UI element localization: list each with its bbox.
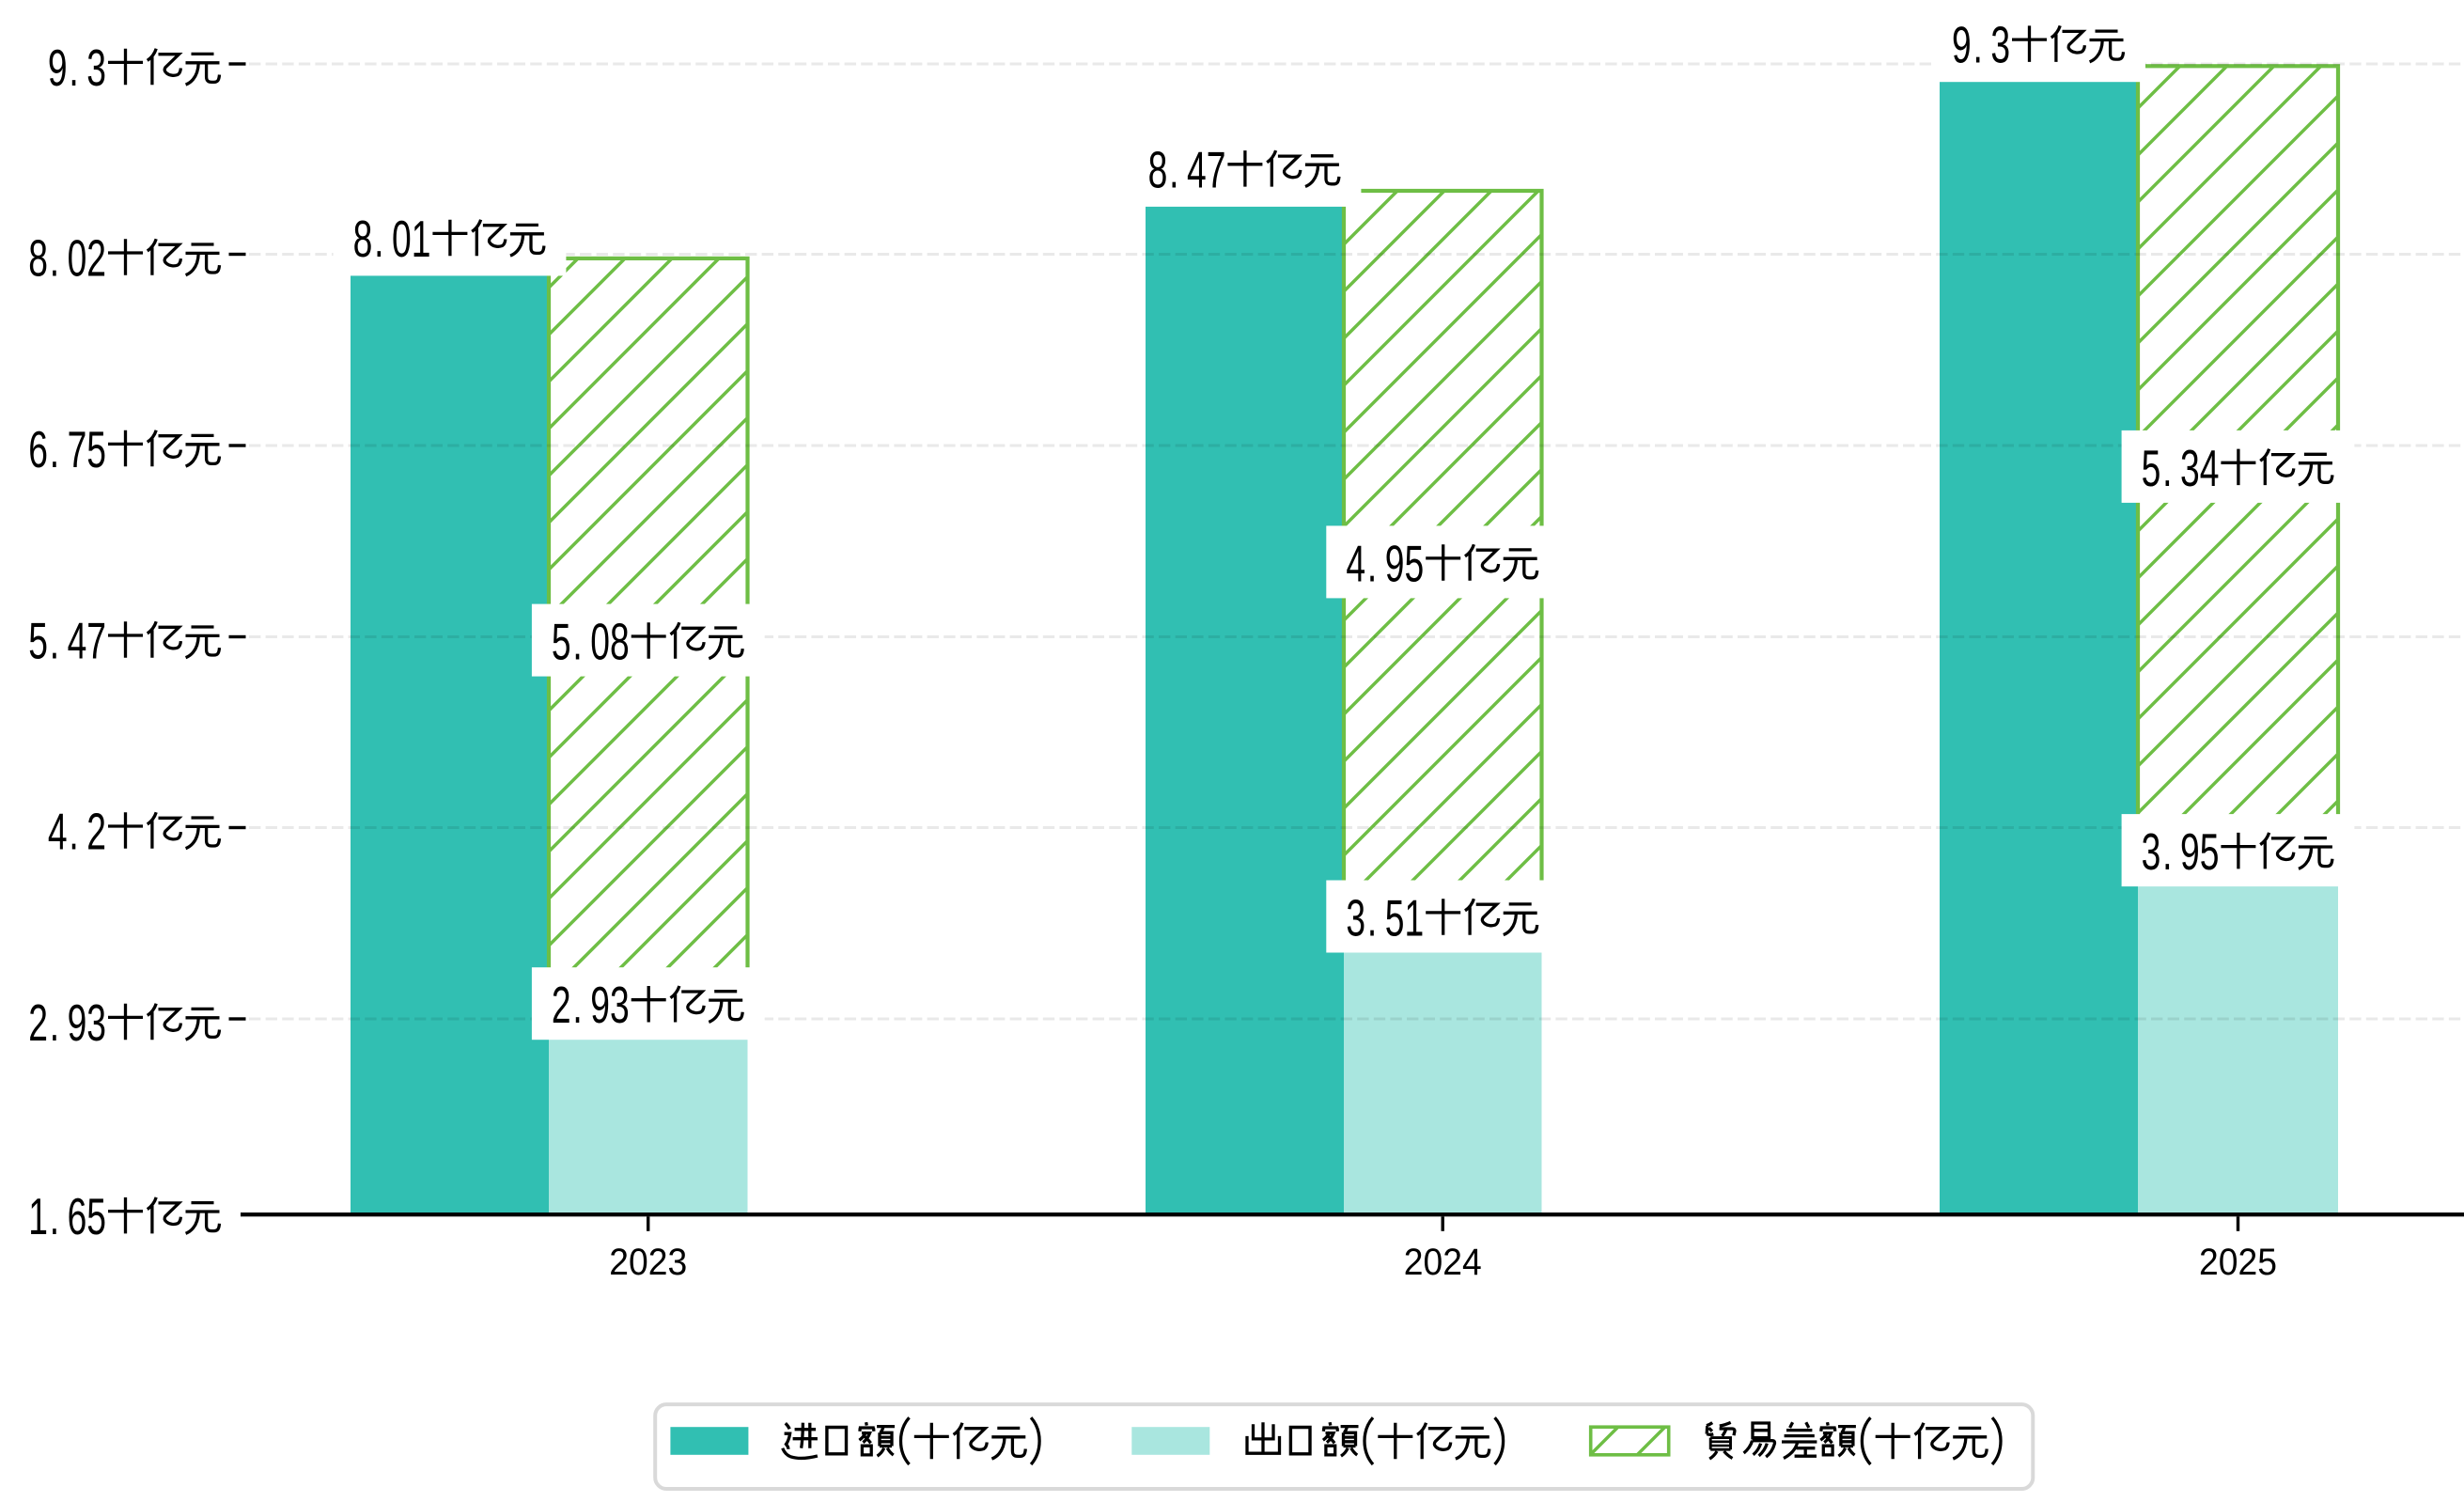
svg-text:0: 0: [590, 612, 610, 670]
svg-text:6: 6: [28, 420, 48, 478]
svg-text:5: 5: [1385, 888, 1405, 947]
svg-text:9: 9: [48, 39, 68, 97]
svg-text:2: 2: [2238, 1242, 2258, 1283]
svg-text:3: 3: [2180, 439, 2200, 497]
svg-text:1: 1: [28, 1187, 48, 1245]
svg-text:9: 9: [1952, 15, 1972, 73]
svg-text:8: 8: [353, 210, 373, 268]
svg-text:2: 2: [1404, 1242, 1424, 1283]
svg-text:5: 5: [1404, 534, 1424, 592]
svg-text:2: 2: [552, 976, 571, 1034]
svg-text:2: 2: [86, 802, 106, 860]
svg-text:6: 6: [68, 1187, 87, 1245]
svg-text:.: .: [50, 994, 59, 1052]
svg-text:4: 4: [1187, 140, 1207, 198]
svg-text:.: .: [2162, 822, 2172, 881]
svg-text:5: 5: [2257, 1242, 2277, 1283]
svg-text:9: 9: [68, 994, 87, 1052]
svg-text:3: 3: [610, 976, 630, 1034]
svg-text:.: .: [50, 611, 59, 669]
svg-text:.: .: [1367, 534, 1377, 592]
svg-text:1: 1: [1404, 888, 1424, 947]
svg-text:.: .: [69, 802, 78, 860]
svg-text:5: 5: [28, 611, 48, 669]
svg-text:3: 3: [668, 1242, 688, 1283]
svg-text:8: 8: [1148, 140, 1168, 198]
svg-text:0: 0: [1424, 1242, 1443, 1283]
svg-text:4: 4: [48, 802, 68, 860]
svg-text:1: 1: [412, 210, 431, 268]
svg-text:.: .: [572, 976, 582, 1034]
svg-text:5: 5: [86, 1187, 106, 1245]
svg-text:5: 5: [2142, 439, 2161, 497]
svg-text:.: .: [69, 39, 78, 97]
svg-text:.: .: [2162, 439, 2172, 497]
svg-text:8: 8: [610, 612, 630, 670]
svg-text:3: 3: [2142, 822, 2161, 881]
svg-text:4: 4: [2200, 439, 2220, 497]
svg-text:2: 2: [28, 994, 48, 1052]
svg-text:.: .: [1973, 15, 1982, 73]
svg-text:3: 3: [1990, 15, 2010, 73]
svg-text:0: 0: [2219, 1242, 2238, 1283]
svg-text:5: 5: [552, 612, 571, 670]
svg-text:2: 2: [609, 1242, 629, 1283]
svg-text:.: .: [50, 420, 59, 478]
svg-text:4: 4: [1462, 1242, 1482, 1283]
svg-text:0: 0: [392, 210, 412, 268]
svg-text:9: 9: [2180, 822, 2200, 881]
svg-text:3: 3: [86, 994, 106, 1052]
svg-text:.: .: [50, 1187, 59, 1245]
svg-text:9: 9: [1385, 534, 1405, 592]
svg-text:5: 5: [86, 420, 106, 478]
svg-text:2: 2: [2199, 1242, 2219, 1283]
svg-text:9: 9: [590, 976, 610, 1034]
svg-text:.: .: [374, 210, 383, 268]
svg-text:4: 4: [68, 611, 87, 669]
svg-text:.: .: [1169, 140, 1178, 198]
svg-text:7: 7: [1207, 140, 1226, 198]
svg-text:0: 0: [629, 1242, 648, 1283]
svg-text:.: .: [1367, 888, 1377, 947]
svg-text:4: 4: [1346, 534, 1365, 592]
svg-text:3: 3: [1346, 888, 1365, 947]
svg-text:2: 2: [648, 1242, 668, 1283]
svg-text:.: .: [572, 612, 582, 670]
svg-text:5: 5: [2200, 822, 2220, 881]
svg-text:2: 2: [86, 228, 106, 287]
svg-text:3: 3: [86, 39, 106, 97]
svg-text:2: 2: [1443, 1242, 1462, 1283]
svg-text:0: 0: [68, 228, 87, 287]
svg-text:.: .: [50, 228, 59, 287]
svg-text:7: 7: [68, 420, 87, 478]
svg-text:7: 7: [86, 611, 106, 669]
svg-text:8: 8: [28, 228, 48, 287]
